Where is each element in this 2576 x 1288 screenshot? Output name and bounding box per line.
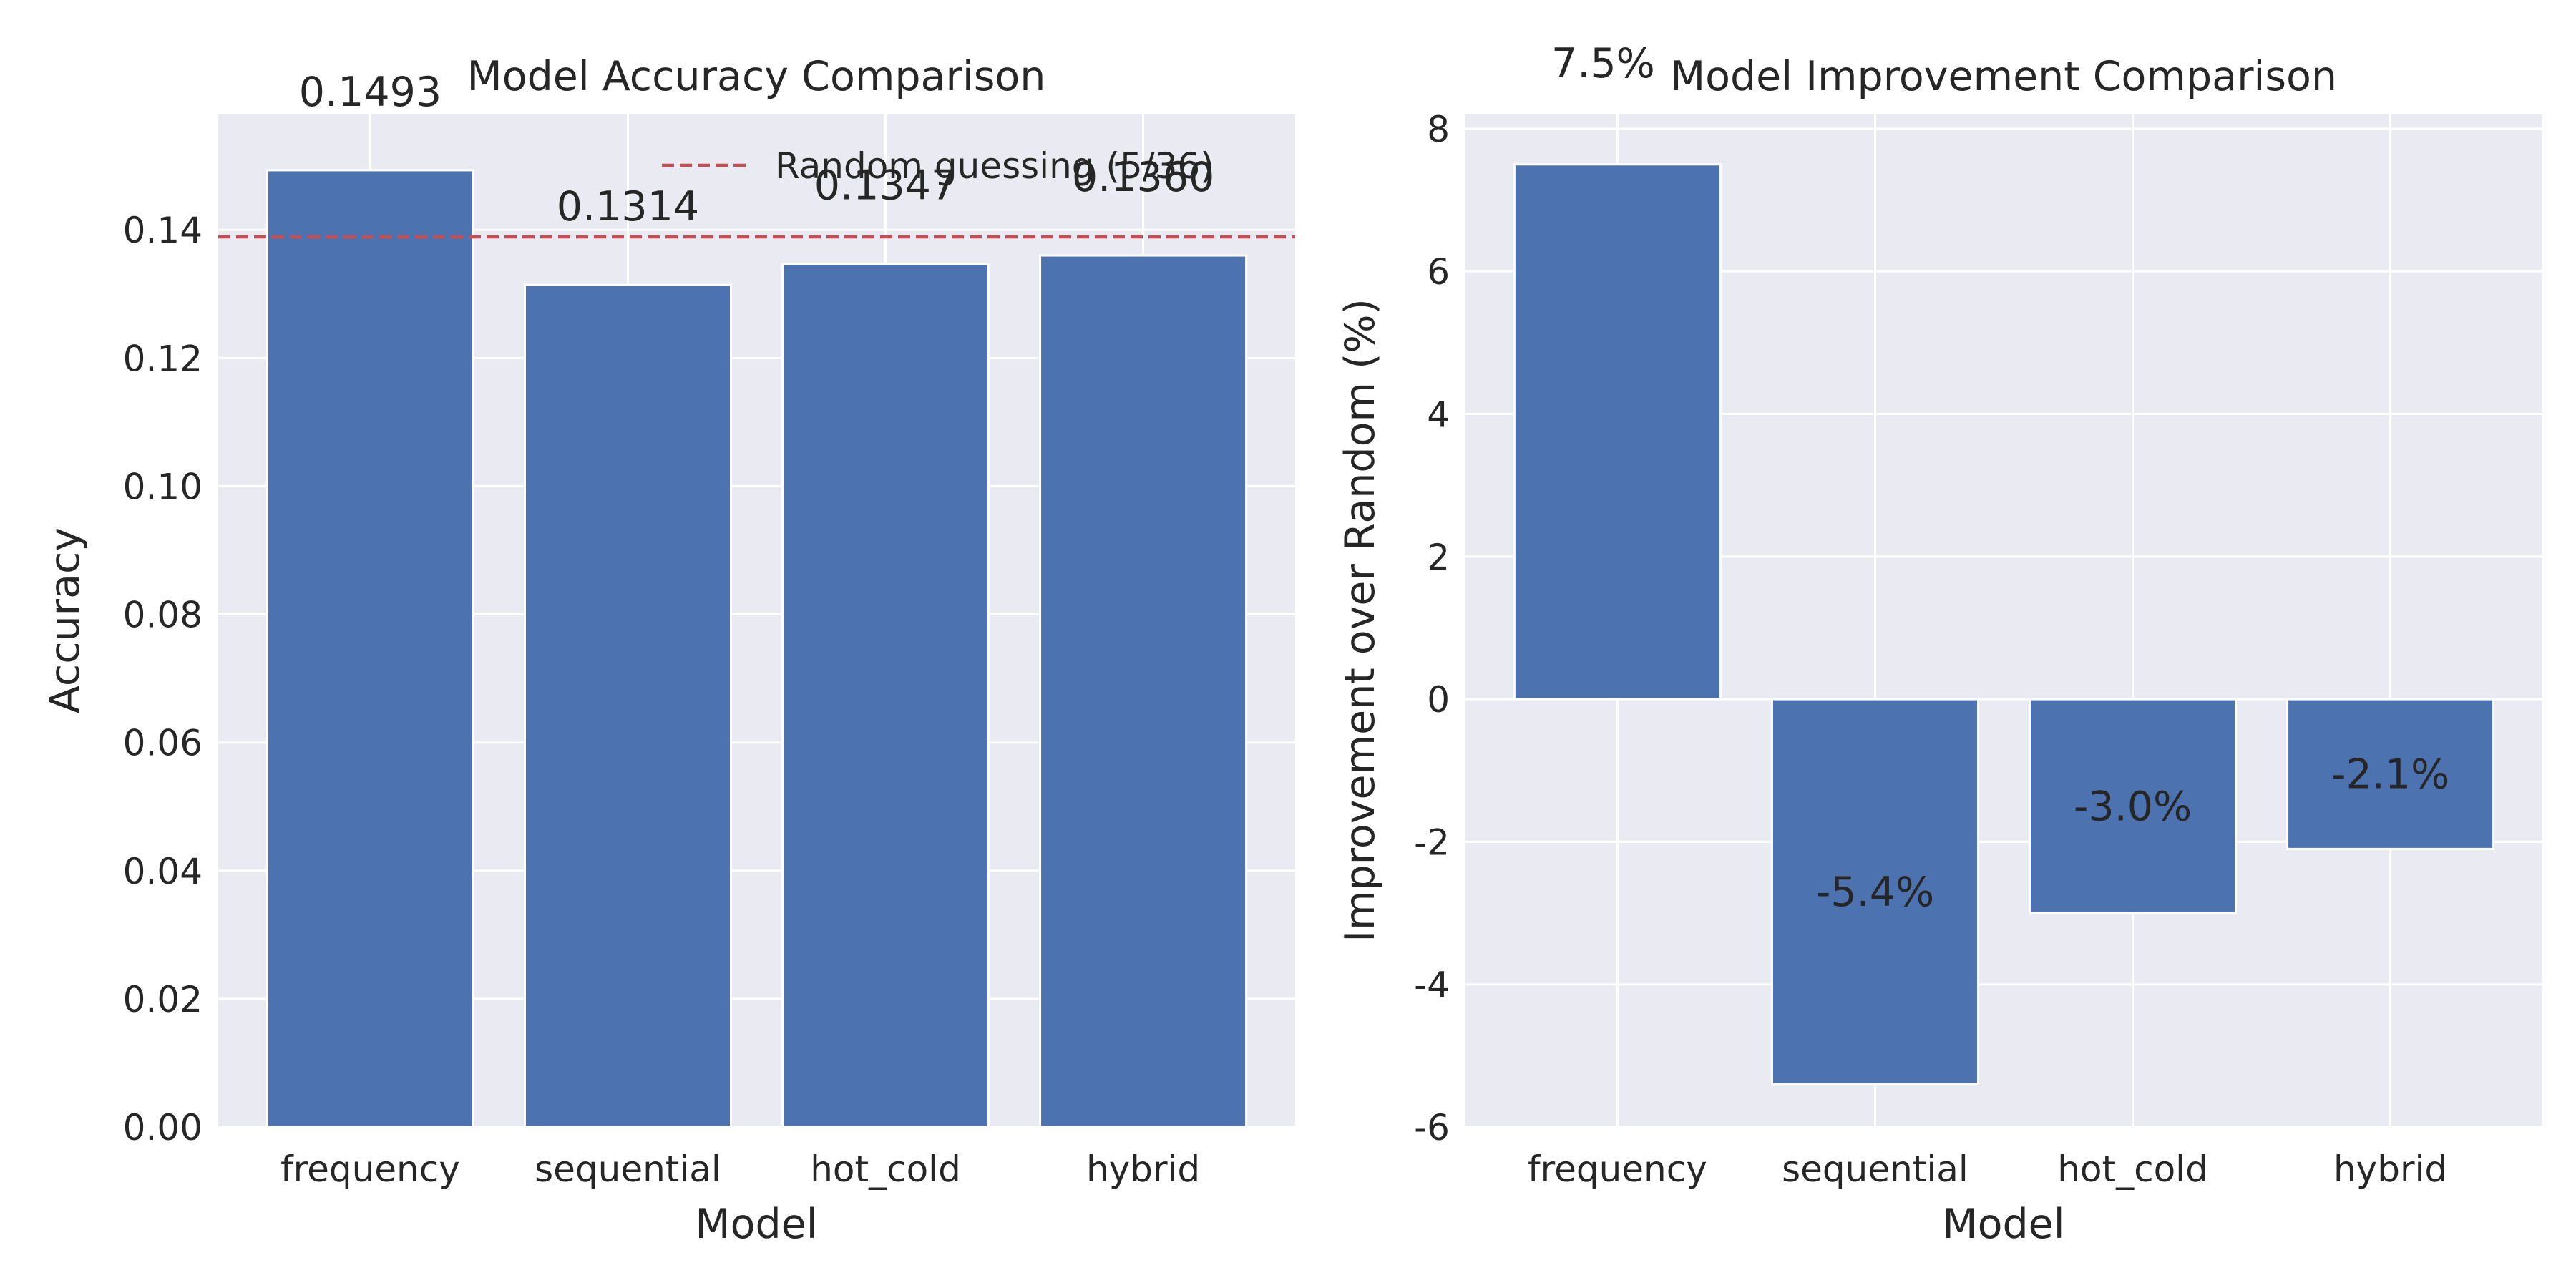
improvement-data-labels: 7.5% -5.4% -3.0% -2.1%: [1551, 40, 2449, 916]
improvement-y-axis-label: Improvement over Random (%): [1337, 298, 1384, 942]
accuracy-y-ticks: 0.00 0.02 0.04 0.06 0.08 0.10 0.12 0.14: [123, 210, 203, 1148]
data-label-hot_cold: 0.1347: [814, 162, 957, 210]
y-tick-label: 0.08: [123, 595, 203, 636]
y-tick-label: 8: [1427, 109, 1450, 150]
y-tick-label: 6: [1427, 251, 1450, 293]
x-tick-label-sequential: sequential: [1782, 1148, 1968, 1190]
y-tick-label: -2: [1414, 821, 1450, 863]
data-label-sequential: 0.1314: [557, 183, 699, 230]
improvement-chart: -6 -4 -2 0 2 4 6 8 frequency sequential hot_cold h…: [1337, 40, 2542, 1248]
data-label-hot_cold: -3.0%: [2074, 784, 2192, 831]
data-label-sequential: -5.4%: [1816, 869, 1934, 916]
bar-frequency: [265, 169, 474, 1128]
x-tick-label-hybrid: hybrid: [1086, 1148, 1200, 1190]
accuracy-x-axis-label: Model: [695, 1201, 817, 1248]
y-tick-label: 4: [1427, 394, 1450, 436]
y-tick-label: -6: [1414, 1107, 1450, 1148]
y-tick-label: 0: [1427, 679, 1450, 721]
bar-hot_cold: [781, 263, 990, 1128]
y-tick-label: 0.04: [123, 851, 203, 892]
y-tick-label: 0.02: [123, 979, 203, 1020]
improvement-chart-title: Model Improvement Comparison: [1670, 53, 2337, 100]
accuracy-data-labels: 0.1493 0.1314 0.1347 0.1360: [299, 69, 1215, 230]
accuracy-chart-title: Model Accuracy Comparison: [467, 53, 1046, 100]
y-tick-label: 0.12: [123, 338, 203, 379]
accuracy-x-ticks: frequency sequential hot_cold hybrid: [280, 1148, 1200, 1190]
data-label-hybrid: 0.1360: [1072, 154, 1214, 201]
accuracy-legend: Random guessing (5/36): [662, 145, 1214, 187]
improvement-y-ticks: -6 -4 -2 0 2 4 6 8: [1414, 109, 1450, 1148]
x-tick-label-frequency: frequency: [1528, 1148, 1707, 1190]
accuracy-y-axis-label: Accuracy: [42, 527, 89, 713]
bar-hybrid: [1039, 254, 1248, 1128]
x-tick-label-hybrid: hybrid: [2333, 1148, 2447, 1190]
data-label-hybrid: -2.1%: [2331, 751, 2449, 799]
data-label-frequency: 0.1493: [299, 69, 441, 116]
accuracy-bars: [265, 169, 1248, 1128]
y-tick-label: -4: [1414, 965, 1450, 1006]
bar-hot_cold: [2029, 698, 2238, 914]
bar-sequential: [523, 283, 732, 1128]
y-tick-label: 0.10: [123, 466, 203, 507]
accuracy-chart: 0.00 0.02 0.04 0.06 0.08 0.10 0.12 0.14 frequen…: [42, 53, 1295, 1248]
improvement-bars: [1513, 163, 2495, 1085]
improvement-x-ticks: frequency sequential hot_cold hybrid: [1528, 1148, 2447, 1190]
y-tick-label: 0.00: [123, 1107, 203, 1148]
x-tick-label-sequential: sequential: [535, 1148, 721, 1190]
data-label-frequency: 7.5%: [1551, 40, 1655, 87]
y-tick-label: 0.06: [123, 723, 203, 764]
bar-hybrid: [2286, 698, 2495, 850]
x-tick-label-frequency: frequency: [280, 1148, 460, 1190]
bar-sequential: [1770, 698, 1979, 1085]
y-tick-label: 0.14: [123, 210, 203, 251]
x-tick-label-hot_cold: hot_cold: [2057, 1148, 2208, 1190]
x-tick-label-hot_cold: hot_cold: [810, 1148, 961, 1190]
legend-label-random-guessing: Random guessing (5/36): [775, 145, 1214, 187]
improvement-x-axis-label: Model: [1942, 1201, 2064, 1248]
y-tick-label: 2: [1427, 537, 1450, 578]
bar-frequency: [1513, 163, 1722, 701]
